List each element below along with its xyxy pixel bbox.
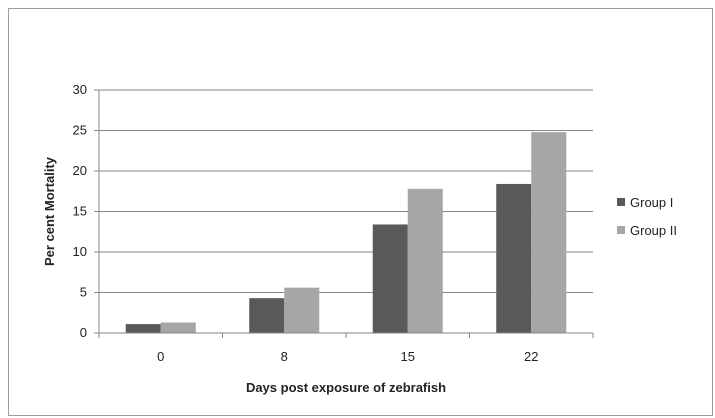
bar-group-i-15 — [372, 224, 408, 333]
y-tick-label-15: 15 — [73, 204, 87, 219]
y-tick-label-20: 20 — [73, 163, 87, 178]
bars — [125, 132, 567, 333]
y-axis-title: Per cent Mortality — [42, 156, 57, 266]
x-tick-label-22: 22 — [524, 349, 538, 364]
y-tick-label-0: 0 — [80, 325, 87, 340]
legend-swatch-group-ii — [617, 226, 625, 234]
bar-group-ii-15 — [407, 188, 443, 333]
bar-group-ii-8 — [284, 287, 320, 333]
bar-group-i-0 — [125, 324, 161, 333]
legend-label-group-i: Group I — [630, 195, 673, 210]
x-axis-ticks: 0 8 15 22 — [98, 333, 594, 364]
x-tick-label-15: 15 — [401, 349, 415, 364]
bar-group-i-22 — [496, 183, 532, 333]
legend-label-group-ii: Group II — [630, 223, 677, 238]
x-tick-label-0: 0 — [157, 349, 164, 364]
bar-group-i-8 — [249, 298, 285, 333]
bar-group-ii-0 — [160, 322, 196, 333]
y-tick-label-5: 5 — [80, 285, 87, 300]
y-tick-label-30: 30 — [73, 82, 87, 97]
x-axis-title: Days post exposure of zebrafish — [246, 380, 446, 395]
legend-swatch-group-i — [617, 198, 625, 206]
x-tick-label-8: 8 — [281, 349, 288, 364]
legend: Group I Group II — [617, 195, 677, 238]
y-tick-label-10: 10 — [73, 244, 87, 259]
bar-group-ii-22 — [531, 132, 567, 333]
y-axis-ticks: 0 5 10 15 20 25 30 — [73, 82, 99, 340]
y-tick-label-25: 25 — [73, 123, 87, 138]
